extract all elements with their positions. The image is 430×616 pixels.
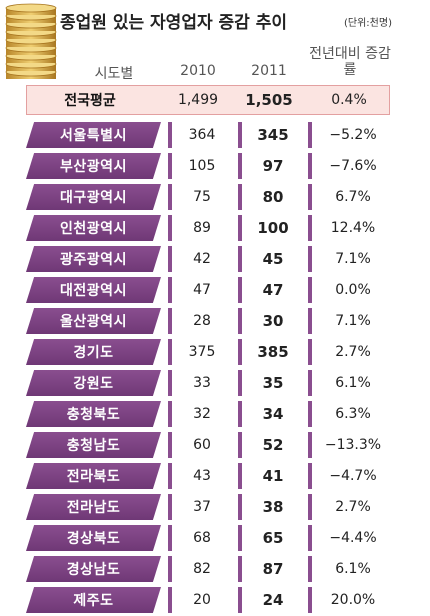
region-label: 전라북도 [26,463,161,489]
value-2010: 32 [168,401,232,427]
table-row: 대구광역시 75 80 6.7% [0,182,430,212]
table-row: 울산광역시 28 30 7.1% [0,306,430,336]
value-2011: 80 [238,184,304,210]
region-label: 서울특별시 [26,122,161,148]
change-rate: −5.2% [308,122,394,148]
change-rate: 6.7% [308,184,394,210]
column-header-2010: 2010 [180,63,216,79]
chart-title: 종업원 있는 자영업자 증감 추이 [60,13,287,33]
column-header-region: 시도별 [94,66,134,82]
value-2010: 47 [168,277,232,303]
value-2010: 20 [168,587,232,613]
change-rate: −7.6% [308,153,394,179]
value-2011: 47 [238,277,304,303]
coin-face [5,3,57,13]
region-label: 인천광역시 [26,215,161,241]
change-rate: 6.1% [308,556,394,582]
change-rate: 6.1% [308,370,394,396]
region-label: 경상남도 [26,556,161,582]
value-2011: 38 [238,494,304,520]
table-row: 부산광역시 105 97 −7.6% [0,151,430,181]
value-2010: 43 [168,463,232,489]
value-2010: 37 [168,494,232,520]
region-label: 경기도 [26,339,161,365]
table-row: 경상북도 68 65 −4.4% [0,523,430,553]
region-label: 부산광역시 [26,153,161,179]
value-2011: 100 [238,215,304,241]
value-2010: 33 [168,370,232,396]
change-rate: −4.4% [308,525,394,551]
national-average-row [26,85,390,115]
value-2011: 345 [238,122,304,148]
value-2010: 105 [168,153,232,179]
value-2011: 45 [238,246,304,272]
table-row: 대전광역시 47 47 0.0% [0,275,430,305]
region-label: 광주광역시 [26,246,161,272]
region-label: 대전광역시 [26,277,161,303]
table-row: 인천광역시 89 100 12.4% [0,213,430,243]
table-row: 서울특별시 364 345 −5.2% [0,120,430,150]
region-label: 충청남도 [26,432,161,458]
change-rate: 6.3% [308,401,394,427]
value-2011: 24 [238,587,304,613]
table-row: 경기도 375 385 2.7% [0,337,430,367]
value-2010: 60 [168,432,232,458]
value-2010: 75 [168,184,232,210]
change-rate: −4.7% [308,463,394,489]
coin-stack-icon [5,3,57,79]
change-rate: 2.7% [308,494,394,520]
value-2010: 42 [168,246,232,272]
column-header-change: 전년대비 증감률 [309,46,391,78]
value-2010: 89 [168,215,232,241]
change-rate: −13.3% [308,432,394,458]
region-label: 충청북도 [26,401,161,427]
change-rate: 20.0% [308,587,394,613]
change-rate: 0.0% [308,277,394,303]
value-2011: 41 [238,463,304,489]
value-2010: 82 [168,556,232,582]
unit-label: (단위:천명) [344,18,392,29]
table-row: 전라남도 37 38 2.7% [0,492,430,522]
national-average-2011: 1,505 [245,91,293,109]
national-average-2010: 1,499 [177,92,219,108]
national-average-label: 전국평균 [64,93,116,109]
value-2011: 385 [238,339,304,365]
region-label: 울산광역시 [26,308,161,334]
region-label: 전라남도 [26,494,161,520]
column-header-2011: 2011 [251,63,287,79]
region-label: 제주도 [26,587,161,613]
table-row: 충청남도 60 52 −13.3% [0,430,430,460]
value-2011: 65 [238,525,304,551]
table-row: 광주광역시 42 45 7.1% [0,244,430,274]
value-2010: 364 [168,122,232,148]
value-2010: 375 [168,339,232,365]
change-rate: 7.1% [308,308,394,334]
table-row: 충청북도 32 34 6.3% [0,399,430,429]
region-label: 대구광역시 [26,184,161,210]
value-2010: 28 [168,308,232,334]
value-2011: 35 [238,370,304,396]
value-2010: 68 [168,525,232,551]
change-rate: 12.4% [308,215,394,241]
change-rate: 2.7% [308,339,394,365]
value-2011: 97 [238,153,304,179]
table-row: 제주도 20 24 20.0% [0,585,430,615]
value-2011: 30 [238,308,304,334]
change-rate: 7.1% [308,246,394,272]
table-row: 전라북도 43 41 −4.7% [0,461,430,491]
region-label: 경상북도 [26,525,161,551]
national-average-change: 0.4% [331,92,367,108]
table-row: 경상남도 82 87 6.1% [0,554,430,584]
value-2011: 87 [238,556,304,582]
value-2011: 34 [238,401,304,427]
table-row: 강원도 33 35 6.1% [0,368,430,398]
value-2011: 52 [238,432,304,458]
region-label: 강원도 [26,370,161,396]
